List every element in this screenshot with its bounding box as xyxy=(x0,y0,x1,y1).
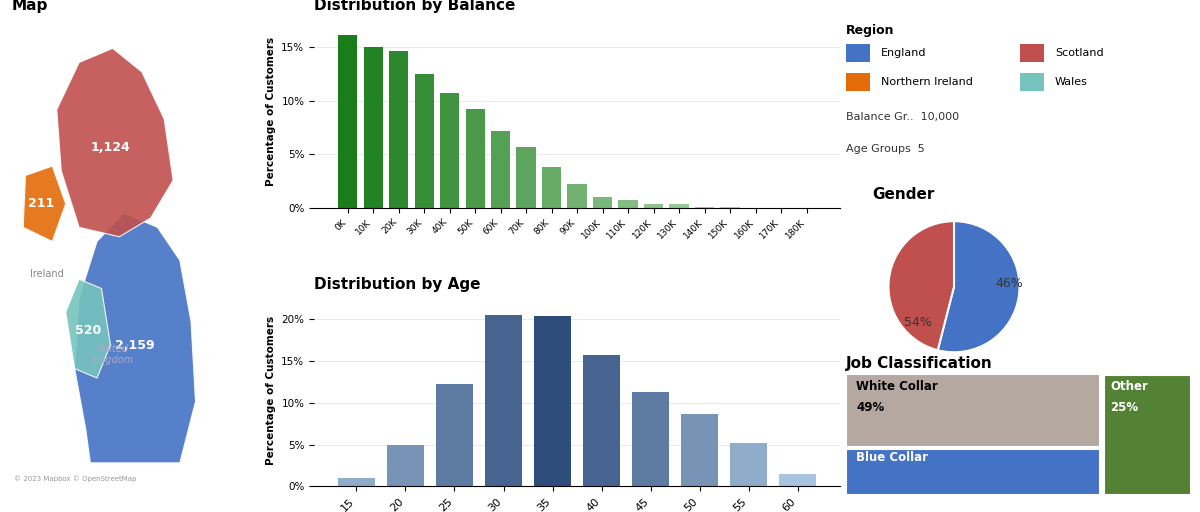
Text: Balance Gr..  10,000: Balance Gr.. 10,000 xyxy=(846,112,959,122)
Bar xyxy=(388,445,424,486)
Text: Region: Region xyxy=(846,25,894,37)
Y-axis label: Percentage of Customers: Percentage of Customers xyxy=(265,316,276,465)
Bar xyxy=(516,147,535,208)
Text: © 2023 Mapbox © OpenStreetMap: © 2023 Mapbox © OpenStreetMap xyxy=(14,475,137,482)
Bar xyxy=(436,385,473,486)
Bar xyxy=(779,474,816,486)
Bar xyxy=(583,355,620,486)
FancyBboxPatch shape xyxy=(846,374,1100,447)
Bar xyxy=(338,478,374,486)
Bar xyxy=(695,206,714,208)
Bar xyxy=(534,316,571,486)
Text: White Collar: White Collar xyxy=(857,380,938,393)
Text: England: England xyxy=(881,48,926,58)
FancyBboxPatch shape xyxy=(1020,44,1044,62)
Text: Scotland: Scotland xyxy=(1055,48,1104,58)
Bar xyxy=(632,392,668,486)
Bar xyxy=(670,204,689,208)
Text: Map: Map xyxy=(12,0,48,13)
Text: 46%: 46% xyxy=(996,277,1024,290)
Text: Blue Collar: Blue Collar xyxy=(857,451,929,464)
Text: 25%: 25% xyxy=(1110,401,1139,414)
Polygon shape xyxy=(23,166,66,242)
Text: Ireland: Ireland xyxy=(30,269,64,280)
Text: Wales: Wales xyxy=(1055,77,1087,87)
Bar xyxy=(491,131,510,208)
FancyBboxPatch shape xyxy=(846,449,1100,496)
Text: Distribution by Age: Distribution by Age xyxy=(314,276,481,291)
Bar xyxy=(389,51,408,208)
Bar xyxy=(618,200,637,208)
Bar xyxy=(542,167,562,208)
Text: 2,159: 2,159 xyxy=(115,338,155,352)
Bar xyxy=(338,35,358,208)
Text: Job Classification: Job Classification xyxy=(846,356,992,371)
Bar xyxy=(731,443,767,486)
Bar xyxy=(568,184,587,208)
Text: Age Groups  5: Age Groups 5 xyxy=(846,144,925,155)
Text: Gender: Gender xyxy=(872,187,935,202)
Text: 520: 520 xyxy=(74,325,101,337)
FancyBboxPatch shape xyxy=(1104,375,1190,496)
Bar xyxy=(720,207,739,208)
Bar xyxy=(682,414,718,486)
Bar xyxy=(644,204,664,208)
FancyBboxPatch shape xyxy=(1020,73,1044,91)
FancyBboxPatch shape xyxy=(846,73,870,91)
Bar xyxy=(414,74,433,208)
FancyBboxPatch shape xyxy=(846,44,870,62)
Bar xyxy=(485,315,522,486)
Text: 54%: 54% xyxy=(904,316,932,329)
Bar xyxy=(364,48,383,208)
Text: Distribution by Balance: Distribution by Balance xyxy=(314,0,516,13)
Polygon shape xyxy=(74,213,196,463)
Wedge shape xyxy=(937,221,1020,352)
Bar xyxy=(466,110,485,208)
Bar xyxy=(440,93,460,208)
Bar xyxy=(593,197,612,208)
Text: Other: Other xyxy=(1110,380,1148,393)
Polygon shape xyxy=(66,279,110,378)
Text: 211: 211 xyxy=(28,197,54,210)
Polygon shape xyxy=(56,48,173,237)
Text: 1,124: 1,124 xyxy=(90,141,131,154)
Text: United
Kingdom: United Kingdom xyxy=(91,344,134,365)
Y-axis label: Percentage of Customers: Percentage of Customers xyxy=(265,37,276,186)
Wedge shape xyxy=(888,221,954,350)
Text: Northern Ireland: Northern Ireland xyxy=(881,77,973,87)
Text: 49%: 49% xyxy=(857,401,884,414)
